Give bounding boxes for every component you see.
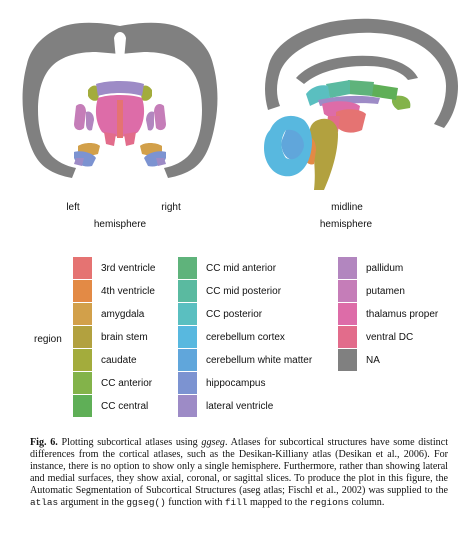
sagittal-cc-mid-posterior bbox=[326, 80, 350, 98]
legend-label: pallidum bbox=[366, 263, 403, 274]
midline-label: midline bbox=[320, 202, 374, 213]
legend-swatch bbox=[178, 349, 197, 371]
legend-swatch bbox=[73, 349, 92, 371]
legend-swatch bbox=[178, 372, 197, 394]
legend-item: CC mid posterior bbox=[178, 280, 281, 302]
caption-code-fill: fill bbox=[225, 497, 248, 508]
legend-swatch bbox=[338, 326, 357, 348]
caption-text-4: mapped to the bbox=[247, 497, 309, 508]
sagittal-hemisphere-label: hemisphere bbox=[306, 219, 386, 230]
coronal-putamen-left bbox=[74, 104, 86, 130]
legend-item: hippocampus bbox=[178, 372, 265, 394]
legend-label: CC mid posterior bbox=[206, 286, 281, 297]
legend-label: cerebellum white matter bbox=[206, 355, 312, 366]
sagittal-frontal-band bbox=[296, 56, 418, 84]
legend-swatch bbox=[178, 303, 197, 325]
legend-label: thalamus proper bbox=[366, 309, 438, 320]
sagittal-cc-mid-anterior bbox=[348, 80, 374, 96]
coronal-view bbox=[23, 23, 218, 178]
sagittal-3rd-ventricle bbox=[336, 109, 366, 132]
legend-item: 3rd ventricle bbox=[73, 257, 155, 279]
legend-swatch bbox=[73, 395, 92, 417]
legend-label: CC posterior bbox=[206, 309, 262, 320]
coronal-putamen-right bbox=[154, 104, 166, 130]
legend-item: CC central bbox=[73, 395, 148, 417]
coronal-ventral-dc-right bbox=[124, 132, 136, 146]
legend-swatch bbox=[73, 372, 92, 394]
legend-item: amygdala bbox=[73, 303, 144, 325]
legend-item: NA bbox=[338, 349, 380, 371]
legend-swatch bbox=[178, 280, 197, 302]
legend-swatch bbox=[178, 257, 197, 279]
legend: region 3rd ventricle 4th ventricle amygdal… bbox=[0, 255, 465, 425]
caption-code-regions: regions bbox=[310, 497, 349, 508]
caption-text-1a: Plotting subcortical atlases using bbox=[62, 437, 202, 448]
coronal-inner-gap bbox=[114, 32, 126, 60]
caption-text-2: argument in the bbox=[58, 497, 126, 508]
legend-swatch bbox=[178, 395, 197, 417]
caption-code-atlas: atlas bbox=[30, 497, 58, 508]
legend-item: caudate bbox=[73, 349, 137, 371]
legend-item: putamen bbox=[338, 280, 405, 302]
left-label: left bbox=[56, 202, 90, 213]
legend-label: hippocampus bbox=[206, 378, 265, 389]
legend-label: ventral DC bbox=[366, 332, 413, 343]
legend-label: CC central bbox=[101, 401, 148, 412]
legend-item: ventral DC bbox=[338, 326, 413, 348]
legend-swatch bbox=[338, 280, 357, 302]
figure: left right hemisphere midline hemisphere… bbox=[0, 0, 465, 425]
legend-label: putamen bbox=[366, 286, 405, 297]
sagittal-view bbox=[264, 19, 458, 190]
legend-label: lateral ventricle bbox=[206, 401, 273, 412]
legend-label: caudate bbox=[101, 355, 137, 366]
caption-text-5: column. bbox=[349, 497, 384, 508]
legend-item: brain stem bbox=[73, 326, 148, 348]
legend-item: cerebellum white matter bbox=[178, 349, 312, 371]
legend-label: CC anterior bbox=[101, 378, 152, 389]
figure-label: Fig. 6. bbox=[30, 437, 58, 448]
legend-item: pallidum bbox=[338, 257, 403, 279]
legend-label: 4th ventricle bbox=[101, 286, 155, 297]
coronal-pallidum-left bbox=[86, 111, 94, 130]
legend-swatch bbox=[73, 257, 92, 279]
legend-swatch bbox=[73, 280, 92, 302]
legend-label: CC mid anterior bbox=[206, 263, 276, 274]
legend-swatch bbox=[338, 257, 357, 279]
legend-swatch bbox=[178, 326, 197, 348]
figure-caption: Fig. 6. Plotting subcortical atlases usi… bbox=[30, 437, 448, 510]
legend-item: 4th ventricle bbox=[73, 280, 155, 302]
legend-label: NA bbox=[366, 355, 380, 366]
caption-code-ggseg: ggseg() bbox=[126, 497, 165, 508]
legend-label: amygdala bbox=[101, 309, 144, 320]
caption-ggseg-italic: ggseg bbox=[201, 437, 225, 448]
coronal-ventral-dc-left bbox=[104, 132, 116, 146]
legend-item: CC posterior bbox=[178, 303, 262, 325]
caption-text-3: function with bbox=[166, 497, 225, 508]
legend-label: cerebellum cortex bbox=[206, 332, 285, 343]
legend-title: region bbox=[34, 334, 62, 345]
legend-item: CC mid anterior bbox=[178, 257, 276, 279]
legend-label: 3rd ventricle bbox=[101, 263, 155, 274]
legend-swatch bbox=[338, 303, 357, 325]
coronal-pallidum-right bbox=[146, 111, 154, 130]
brain-plots bbox=[0, 0, 465, 200]
coronal-3rd-ventricle bbox=[117, 100, 123, 138]
legend-item: CC anterior bbox=[73, 372, 152, 394]
coronal-hemisphere-label: hemisphere bbox=[80, 219, 160, 230]
legend-item: thalamus proper bbox=[338, 303, 438, 325]
right-label: right bbox=[152, 202, 190, 213]
coronal-lateral-ventricle bbox=[96, 81, 144, 96]
legend-swatch bbox=[73, 303, 92, 325]
legend-label: brain stem bbox=[101, 332, 148, 343]
legend-item: cerebellum cortex bbox=[178, 326, 285, 348]
legend-swatch bbox=[338, 349, 357, 371]
legend-swatch bbox=[73, 326, 92, 348]
legend-item: lateral ventricle bbox=[178, 395, 273, 417]
